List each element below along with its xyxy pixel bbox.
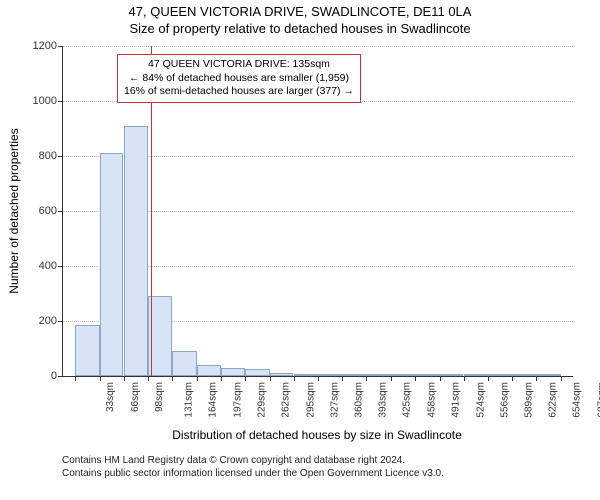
xtick-label: 491sqm xyxy=(451,382,462,418)
xtick-mark xyxy=(440,376,441,381)
xtick-label: 229sqm xyxy=(256,382,267,418)
xtick-label: 654sqm xyxy=(572,382,583,418)
histogram-bar xyxy=(366,374,390,376)
gridline xyxy=(63,46,573,47)
histogram-bar xyxy=(342,374,366,376)
xtick-label: 98sqm xyxy=(154,382,165,412)
footer-line2: Contains public sector information licen… xyxy=(62,467,600,480)
xtick-mark xyxy=(366,376,367,381)
xtick-label: 589sqm xyxy=(524,382,535,418)
histogram-bar xyxy=(512,374,536,376)
histogram-bar xyxy=(270,373,294,376)
chart-container: 47, QUEEN VICTORIA DRIVE, SWADLINCOTE, D… xyxy=(0,0,600,500)
xtick-mark xyxy=(75,376,76,381)
xtick-label: 687sqm xyxy=(596,382,600,418)
xtick-mark xyxy=(342,376,343,381)
histogram-bar xyxy=(245,369,269,376)
xtick-mark xyxy=(415,376,416,381)
histogram-bar xyxy=(440,374,464,376)
annotation-line: 16% of semi-detached houses are larger (… xyxy=(124,85,354,99)
annotation-line: ← 84% of detached houses are smaller (1,… xyxy=(124,72,354,86)
xtick-mark xyxy=(124,376,125,381)
ytick-label: 1200 xyxy=(33,40,63,52)
ytick-label: 1000 xyxy=(33,95,63,107)
xtick-label: 197sqm xyxy=(233,382,244,418)
xtick-mark xyxy=(536,376,537,381)
ytick-label: 200 xyxy=(39,315,63,327)
histogram-bar xyxy=(488,374,512,376)
annotation-box: 47 QUEEN VICTORIA DRIVE: 135sqm← 84% of … xyxy=(117,54,361,103)
xtick-mark xyxy=(172,376,173,381)
subtitle: Size of property relative to detached ho… xyxy=(0,21,600,36)
plot-area: 02004006008001000120033sqm66sqm98sqm131s… xyxy=(62,46,573,377)
xtick-mark xyxy=(294,376,295,381)
histogram-bar xyxy=(318,374,342,376)
histogram-bar xyxy=(197,365,221,376)
xtick-label: 524sqm xyxy=(475,382,486,418)
xtick-label: 131sqm xyxy=(184,382,195,418)
histogram-bar xyxy=(391,374,415,376)
histogram-bar xyxy=(464,374,488,376)
xtick-label: 458sqm xyxy=(426,382,437,418)
xtick-mark xyxy=(221,376,222,381)
xtick-mark xyxy=(464,376,465,381)
xtick-label: 66sqm xyxy=(130,382,141,412)
xtick-mark xyxy=(512,376,513,381)
histogram-bar xyxy=(294,374,318,376)
xtick-mark xyxy=(245,376,246,381)
xtick-mark xyxy=(100,376,101,381)
x-axis-label: Distribution of detached houses by size … xyxy=(62,428,572,442)
xtick-label: 556sqm xyxy=(499,382,510,418)
ytick-label: 800 xyxy=(39,150,63,162)
histogram-bar xyxy=(221,368,245,376)
xtick-mark xyxy=(270,376,271,381)
xtick-mark xyxy=(318,376,319,381)
xtick-label: 425sqm xyxy=(402,382,413,418)
histogram-bar xyxy=(124,126,148,376)
xtick-label: 360sqm xyxy=(354,382,365,418)
histogram-bar xyxy=(172,351,196,376)
xtick-label: 33sqm xyxy=(105,382,116,412)
histogram-bar xyxy=(536,374,560,376)
xtick-label: 327sqm xyxy=(329,382,340,418)
xtick-mark xyxy=(197,376,198,381)
footer-attribution: Contains HM Land Registry data © Crown c… xyxy=(0,454,600,480)
xtick-mark xyxy=(391,376,392,381)
histogram-bar xyxy=(75,325,99,376)
xtick-label: 622sqm xyxy=(548,382,559,418)
footer-line1: Contains HM Land Registry data © Crown c… xyxy=(62,454,600,467)
xtick-label: 164sqm xyxy=(208,382,219,418)
ytick-label: 0 xyxy=(51,370,63,382)
address-title: 47, QUEEN VICTORIA DRIVE, SWADLINCOTE, D… xyxy=(0,4,600,19)
xtick-mark xyxy=(488,376,489,381)
title-block: 47, QUEEN VICTORIA DRIVE, SWADLINCOTE, D… xyxy=(0,4,600,36)
histogram-bar xyxy=(415,374,439,376)
y-axis-label: Number of detached properties xyxy=(7,128,21,293)
xtick-label: 262sqm xyxy=(281,382,292,418)
xtick-label: 295sqm xyxy=(305,382,316,418)
xtick-label: 393sqm xyxy=(378,382,389,418)
xtick-mark xyxy=(561,376,562,381)
annotation-line: 47 QUEEN VICTORIA DRIVE: 135sqm xyxy=(124,58,354,72)
ytick-label: 600 xyxy=(39,205,63,217)
xtick-mark xyxy=(148,376,149,381)
ytick-label: 400 xyxy=(39,260,63,272)
histogram-bar xyxy=(100,153,124,376)
